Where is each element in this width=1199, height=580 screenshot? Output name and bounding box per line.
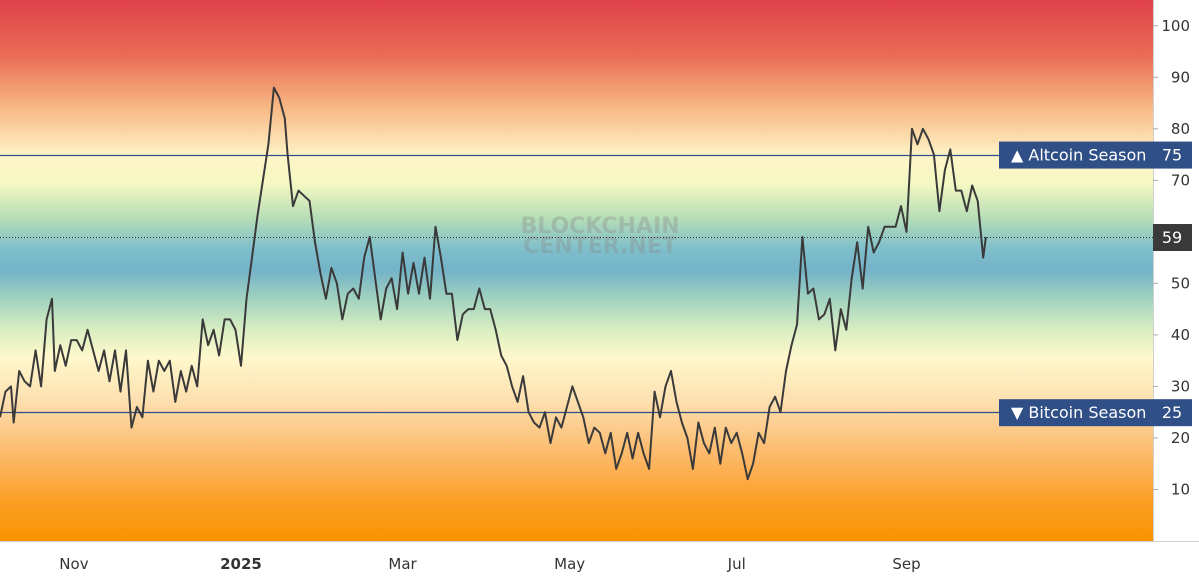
x-tick-label: Jul <box>727 555 746 573</box>
threshold-tag-1 <box>999 399 1192 427</box>
threshold-tag-value: 75 <box>1162 146 1182 165</box>
watermark-line-1: BLOCKCHAIN <box>520 214 679 239</box>
y-tick-label: 50 <box>1171 274 1190 292</box>
x-tick-label: Nov <box>59 555 88 573</box>
y-tick-label: 90 <box>1171 68 1190 86</box>
plot-background <box>0 0 1153 541</box>
x-tick-label: 2025 <box>220 555 262 573</box>
watermark: BLOCKCHAIN CENTER.NET <box>520 214 679 259</box>
x-tick-label: Sep <box>892 555 920 573</box>
y-tick-label: 20 <box>1171 429 1190 447</box>
threshold-tag-label: ▲ Altcoin Season <box>1011 146 1146 165</box>
y-tick-label: 80 <box>1171 120 1190 138</box>
x-tick-label: Mar <box>388 555 417 573</box>
current-value-tag <box>1153 224 1192 252</box>
current-value-label: 59 <box>1162 228 1182 247</box>
y-tick-label: 70 <box>1171 171 1190 189</box>
y-tick-label: 30 <box>1171 377 1190 395</box>
y-tick-label: 40 <box>1171 326 1190 344</box>
threshold-tag-label: ▼ Bitcoin Season <box>1011 403 1146 422</box>
watermark-line-2: CENTER.NET <box>523 234 677 259</box>
threshold-tag-value: 25 <box>1162 403 1182 422</box>
y-tick-label: 100 <box>1161 17 1190 35</box>
series-line-0 <box>0 86 987 481</box>
x-tick-label: May <box>554 555 585 573</box>
threshold-tag-0 <box>999 141 1192 169</box>
y-tick-label: 10 <box>1171 480 1190 498</box>
